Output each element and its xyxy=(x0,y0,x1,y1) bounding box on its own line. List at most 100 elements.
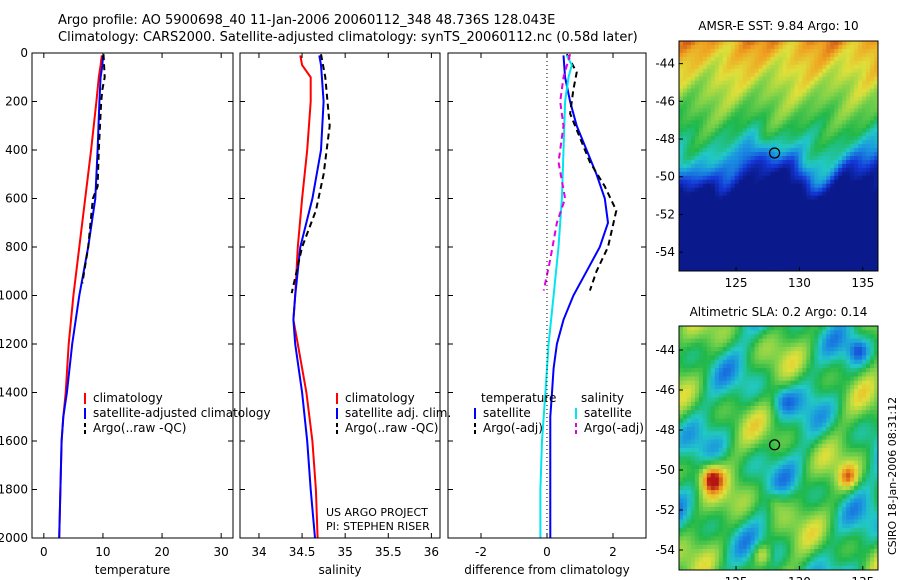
heatmap-cell xyxy=(706,112,712,117)
heatmap-cell xyxy=(726,247,732,252)
heatmap-cell xyxy=(870,494,875,500)
heatmap-cell xyxy=(770,92,776,98)
heatmap-cell xyxy=(734,112,740,117)
heatmap-cell xyxy=(742,397,748,403)
heatmap-cell xyxy=(774,368,780,373)
heatmap-cell xyxy=(822,376,827,382)
heatmap-cell xyxy=(718,144,724,149)
heatmap-cell xyxy=(874,330,878,336)
heatmap-cell xyxy=(698,179,704,185)
heatmap-cell xyxy=(750,431,756,436)
heatmap-cell xyxy=(874,183,878,189)
heatmap-cell xyxy=(770,136,776,141)
heatmap-cell xyxy=(698,380,704,386)
heatmap-cell xyxy=(798,44,803,50)
heatmap-cell xyxy=(826,251,831,256)
heatmap-cell xyxy=(690,401,696,407)
heatmap-cell xyxy=(850,372,855,378)
heatmap-cell xyxy=(698,255,704,260)
heatmap-cell xyxy=(814,144,819,149)
heatmap-cell xyxy=(694,255,700,260)
heatmap-cell xyxy=(694,259,700,264)
heatmap-cell xyxy=(694,372,700,378)
heatmap-cell xyxy=(774,124,780,129)
heatmap-cell xyxy=(774,376,780,382)
heatmap-cell xyxy=(814,207,819,213)
heatmap-cell xyxy=(710,227,716,232)
heatmap-cell xyxy=(722,84,728,90)
heatmap-cell xyxy=(814,203,819,209)
heatmap-cell xyxy=(846,464,851,470)
heatmap-cell xyxy=(858,132,863,137)
heatmap-cell xyxy=(746,347,752,352)
heatmap-cell xyxy=(706,60,712,66)
heatmap-cell xyxy=(698,473,704,479)
heatmap-cell xyxy=(842,72,847,78)
heatmap-cell xyxy=(746,368,752,373)
heatmap-cell xyxy=(766,64,772,70)
heatmap-cell xyxy=(862,140,867,145)
heatmap-cell xyxy=(750,159,756,165)
heatmap-cell xyxy=(830,410,835,415)
heatmap-cell xyxy=(854,351,859,357)
heatmap-cell xyxy=(858,144,863,149)
heatmap-cell xyxy=(794,401,799,407)
heatmap-cell xyxy=(814,171,819,177)
heatmap-cell xyxy=(682,405,688,411)
heatmap-cell xyxy=(850,414,855,420)
heatmap-cell xyxy=(782,469,788,474)
heatmap-cell xyxy=(694,397,700,403)
heatmap-cell xyxy=(710,376,716,382)
heatmap-cell xyxy=(786,191,792,197)
heatmap-cell xyxy=(778,56,784,62)
heatmap-cell xyxy=(794,473,799,479)
heatmap-cell xyxy=(690,171,696,177)
heatmap-cell xyxy=(679,211,684,217)
heatmap-cell xyxy=(782,342,788,348)
heatmap-cell xyxy=(830,431,835,436)
heatmap-cell xyxy=(870,334,875,340)
heatmap-cell xyxy=(830,473,835,479)
heatmap-cell xyxy=(702,255,708,260)
heatmap-cell xyxy=(802,140,807,145)
heatmap-cell xyxy=(698,405,704,411)
heatmap-cell xyxy=(830,44,835,50)
heatmap-cell xyxy=(866,397,871,403)
heatmap-cell xyxy=(726,401,732,407)
heatmap-cell xyxy=(802,342,807,348)
heatmap-cell xyxy=(698,140,704,145)
heatmap-cell xyxy=(834,167,839,173)
heatmap-cell xyxy=(734,443,740,449)
heatmap-cell xyxy=(794,338,799,344)
heatmap-cell xyxy=(722,159,728,165)
heatmap-cell xyxy=(822,171,827,177)
heatmap-cell xyxy=(874,179,878,185)
heatmap-cell xyxy=(770,44,776,50)
heatmap-cell xyxy=(750,448,756,453)
heatmap-cell xyxy=(858,251,863,256)
heatmap-cell xyxy=(738,239,744,244)
heatmap-cell xyxy=(738,435,744,441)
heatmap-cell xyxy=(806,405,811,411)
heatmap-cell xyxy=(850,84,855,90)
heatmap-cell xyxy=(734,263,740,268)
heatmap-cell xyxy=(762,64,768,70)
heatmap-cell xyxy=(726,235,732,240)
heatmap-cell xyxy=(842,359,847,365)
heatmap-cell xyxy=(806,263,811,268)
heatmap-cell xyxy=(726,183,732,189)
heatmap-cell xyxy=(786,397,792,403)
heatmap-cell xyxy=(679,267,684,271)
heatmap-cell xyxy=(790,108,796,113)
heatmap-cell xyxy=(858,215,863,221)
heatmap-cell xyxy=(810,255,815,260)
heatmap-cell xyxy=(714,359,720,365)
heatmap-cell xyxy=(834,144,839,149)
heatmap-cell xyxy=(834,183,839,189)
heatmap-cell xyxy=(798,195,803,201)
heatmap-cell xyxy=(774,363,780,369)
heatmap-cell xyxy=(850,124,855,129)
heatmap-cell xyxy=(754,481,760,487)
heatmap-cell xyxy=(746,60,752,66)
heatmap-cell xyxy=(690,223,696,228)
